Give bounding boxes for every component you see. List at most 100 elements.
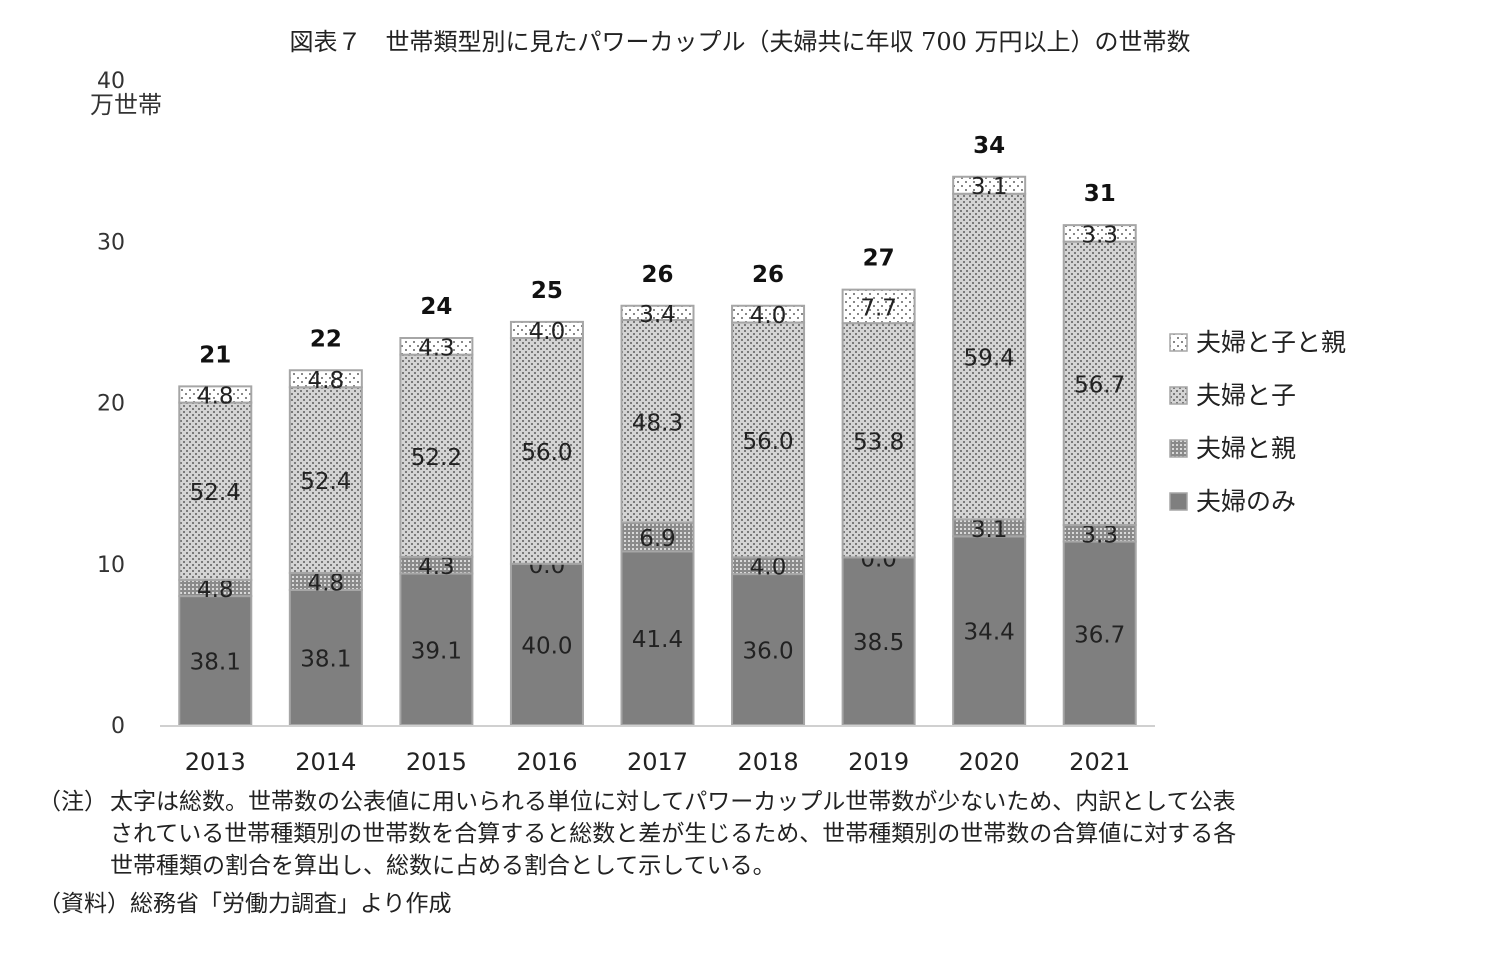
legend-label: 夫婦と子と親 bbox=[1196, 328, 1346, 357]
note-line-1: 太字は総数。世帯数の公表値に用いられる単位に対してパワーカップル世帯数が少ないた… bbox=[110, 789, 1236, 815]
bars: 38.1 4.8 52.4 4.8 21 38.1 4.8 52.4 4.8 22 39.1 4.3 5… bbox=[178, 133, 1137, 727]
bar-segment bbox=[952, 175, 1027, 195]
segment-value-label: 4.3 bbox=[418, 335, 455, 361]
total-label: 25 bbox=[531, 278, 563, 304]
source-note: （資料）総務省「労働力調査」より作成 bbox=[38, 891, 452, 917]
segment-value-label: 56.0 bbox=[742, 429, 793, 455]
bar-segment bbox=[509, 562, 584, 726]
bar-segment bbox=[952, 535, 1027, 726]
x-axis: 2013 2014 2015 2016 2017 2018 2019 2020 2021 bbox=[160, 725, 1155, 776]
bar-segment bbox=[288, 369, 363, 389]
notes: （注） 太字は総数。世帯数の公表値に用いられる単位に対してパワーカップル世帯数が… bbox=[38, 786, 1458, 920]
note-line-3: 世帯種類の割合を算出し、総数に占める割合として示している。 bbox=[110, 853, 776, 879]
x-tick-label: 2018 bbox=[738, 748, 799, 776]
note-row: （注） 太字は総数。世帯数の公表値に用いられる単位に対してパワーカップル世帯数が… bbox=[38, 786, 1458, 882]
segment-value-label: 56.7 bbox=[1074, 372, 1125, 398]
segment-value-label: 52.4 bbox=[300, 469, 351, 495]
y-tick-label: 40 bbox=[97, 69, 125, 94]
segment-value-label: 3.1 bbox=[971, 174, 1008, 200]
bar-segment bbox=[509, 337, 584, 565]
segment-value-label: 34.4 bbox=[964, 620, 1015, 646]
bar-segment bbox=[841, 288, 916, 325]
x-tick-label: 2017 bbox=[627, 748, 688, 776]
bar-segment bbox=[399, 572, 474, 727]
bar-segment bbox=[178, 385, 253, 404]
total-label: 22 bbox=[310, 326, 342, 352]
segment-value-label: 39.1 bbox=[411, 638, 462, 664]
bar-segment bbox=[731, 304, 806, 324]
x-tick-label: 2016 bbox=[516, 748, 577, 776]
bar-segment bbox=[620, 319, 695, 524]
segment-value-label: 48.3 bbox=[632, 410, 683, 436]
segment-value-label: 56.0 bbox=[521, 440, 572, 466]
segment-value-label: 4.0 bbox=[750, 555, 787, 581]
total-label: 24 bbox=[420, 294, 452, 320]
segment-value-label: 38.5 bbox=[853, 630, 904, 656]
x-tick-label: 2019 bbox=[848, 748, 909, 776]
chart-title: 図表７ 世帯類型別に見たパワーカップル（夫婦共に年収 700 万円以上）の世帯数 bbox=[289, 28, 1191, 56]
legend-swatch bbox=[1169, 386, 1188, 405]
segment-value-label: 3.3 bbox=[1081, 222, 1118, 248]
bar-segment bbox=[620, 521, 695, 553]
y-tick-label: 10 bbox=[97, 553, 125, 578]
bar-segment bbox=[509, 320, 584, 339]
segment-value-label: 3.3 bbox=[1081, 522, 1118, 548]
legend-swatch bbox=[1169, 333, 1188, 352]
segment-value-label: 3.1 bbox=[971, 517, 1008, 543]
legend-swatch bbox=[1169, 439, 1188, 458]
segment-value-label: 38.1 bbox=[300, 646, 351, 672]
segment-value-label: 36.7 bbox=[1074, 622, 1125, 648]
segment-value-label: 4.8 bbox=[197, 577, 234, 603]
x-tick-label: 2014 bbox=[295, 748, 356, 776]
segment-value-label: 36.0 bbox=[742, 639, 793, 665]
total-label: 27 bbox=[863, 246, 895, 272]
segment-value-label: 7.7 bbox=[860, 295, 897, 321]
total-label: 26 bbox=[641, 262, 673, 288]
segment-value-label: 6.9 bbox=[639, 526, 676, 552]
bar-segment bbox=[841, 556, 916, 726]
x-tick-label: 2020 bbox=[959, 748, 1020, 776]
segment-value-label: 40.0 bbox=[521, 633, 572, 659]
bar-segment bbox=[620, 304, 695, 322]
bar-segment bbox=[620, 550, 695, 726]
total-label: 31 bbox=[1084, 181, 1116, 207]
bar-segment bbox=[841, 322, 916, 559]
total-label: 26 bbox=[752, 262, 784, 288]
segment-value-label: 52.4 bbox=[190, 480, 241, 506]
segment-value-label: 4.0 bbox=[750, 303, 787, 329]
segment-value-label: 53.8 bbox=[853, 429, 904, 455]
segment-value-label: 4.8 bbox=[308, 368, 345, 394]
x-tick-label: 2013 bbox=[185, 748, 246, 776]
segment-value-label: 4.8 bbox=[308, 570, 345, 596]
bar-segment bbox=[1062, 540, 1137, 727]
y-tick-label: 0 bbox=[111, 714, 125, 739]
segment-value-label: 38.1 bbox=[190, 650, 241, 676]
bar-segment bbox=[399, 337, 474, 356]
bar-segment bbox=[1062, 240, 1137, 527]
bar-segment bbox=[731, 573, 806, 726]
bar-segment bbox=[399, 353, 474, 558]
segment-value-label: 52.2 bbox=[411, 445, 462, 471]
legend-label: 夫婦と子 bbox=[1196, 381, 1296, 410]
segment-value-label: 41.4 bbox=[632, 627, 683, 653]
y-tick-label: 30 bbox=[97, 230, 125, 255]
segment-value-label: 4.3 bbox=[418, 554, 455, 580]
note-body: 太字は総数。世帯数の公表値に用いられる単位に対してパワーカップル世帯数が少ないた… bbox=[110, 786, 1458, 882]
y-axis-label: 万世帯 bbox=[90, 91, 162, 119]
bar-segment bbox=[288, 386, 363, 574]
segment-value-label: 4.8 bbox=[197, 383, 234, 409]
segment-value-label: 59.4 bbox=[964, 346, 1015, 372]
bar-segment bbox=[1062, 224, 1137, 243]
segment-value-label: 3.4 bbox=[639, 302, 676, 328]
total-label: 21 bbox=[199, 342, 231, 368]
note-prefix: （注） bbox=[38, 789, 107, 815]
note-line-2: されている世帯種類別の世帯数を合算すると総数と差が生じるため、世帯種類別の世帯数… bbox=[110, 821, 1237, 847]
legend-swatch bbox=[1169, 492, 1188, 511]
x-tick-label: 2015 bbox=[406, 748, 467, 776]
total-label: 34 bbox=[973, 133, 1005, 159]
segment-value-label: 4.0 bbox=[529, 319, 566, 345]
y-tick-label: 20 bbox=[97, 392, 125, 417]
